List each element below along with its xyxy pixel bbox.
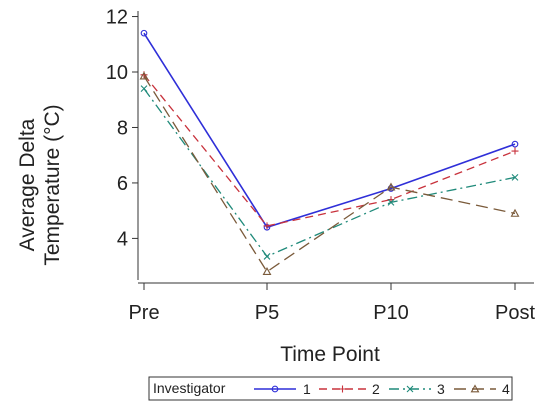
x-tick-label: Pre	[128, 302, 159, 324]
legend-entry-2: 2	[319, 381, 380, 397]
legend: Investigator 1 2 3 4	[148, 376, 513, 401]
y-tick-label: 4	[117, 228, 128, 250]
legend-entry-1: 1	[254, 381, 311, 397]
y-tick-label: 12	[106, 7, 128, 29]
legend-entry-3: 3	[389, 381, 445, 397]
series-1	[140, 29, 519, 231]
series-2	[140, 71, 519, 230]
legend-title: Investigator	[153, 380, 226, 396]
y-axis-title-line-1: Average Delta	[16, 118, 39, 251]
data-point-x	[511, 174, 519, 181]
series-line-2	[143, 74, 516, 227]
legend-label: 2	[372, 381, 380, 397]
x-tick-label: P10	[373, 302, 409, 324]
x-tick-label: Post	[495, 302, 535, 324]
y-axis-title-line-2: Temperature (°C)	[41, 104, 64, 265]
data-point-triangle	[139, 71, 149, 80]
data-point-plus	[339, 385, 346, 393]
x-tick-label: P5	[255, 302, 279, 324]
data-point-triangle	[386, 182, 396, 191]
data-point-circle	[271, 385, 279, 393]
y-tick-label: 8	[117, 117, 128, 139]
x-axis: Pre P5 P10 Post	[128, 282, 535, 324]
data-point-triangle	[510, 208, 520, 217]
y-tick-label: 6	[117, 173, 128, 195]
legend-label: 3	[437, 381, 445, 397]
data-point-x	[387, 198, 395, 206]
data-point-circle	[140, 29, 148, 37]
series-line-1	[143, 32, 516, 229]
data-point-x	[406, 385, 414, 393]
x-axis-title: Time Point	[280, 343, 380, 366]
series-4	[139, 71, 520, 276]
data-point-circle	[511, 140, 519, 148]
legend-label: 4	[502, 381, 510, 397]
legend-label: 1	[303, 381, 311, 397]
data-point-triangle	[470, 384, 480, 393]
data-point-plus	[511, 147, 519, 155]
legend-box	[148, 376, 513, 401]
series-group	[139, 29, 520, 276]
y-tick-label: 10	[106, 62, 128, 84]
series-line-4	[143, 75, 516, 273]
y-axis: 4 6 8 10 12	[106, 7, 139, 280]
data-point-x	[263, 253, 271, 260]
data-point-x	[140, 85, 148, 93]
data-point-plus	[263, 222, 271, 230]
data-point-triangle	[262, 267, 272, 276]
legend-entry-4: 4	[454, 381, 510, 397]
